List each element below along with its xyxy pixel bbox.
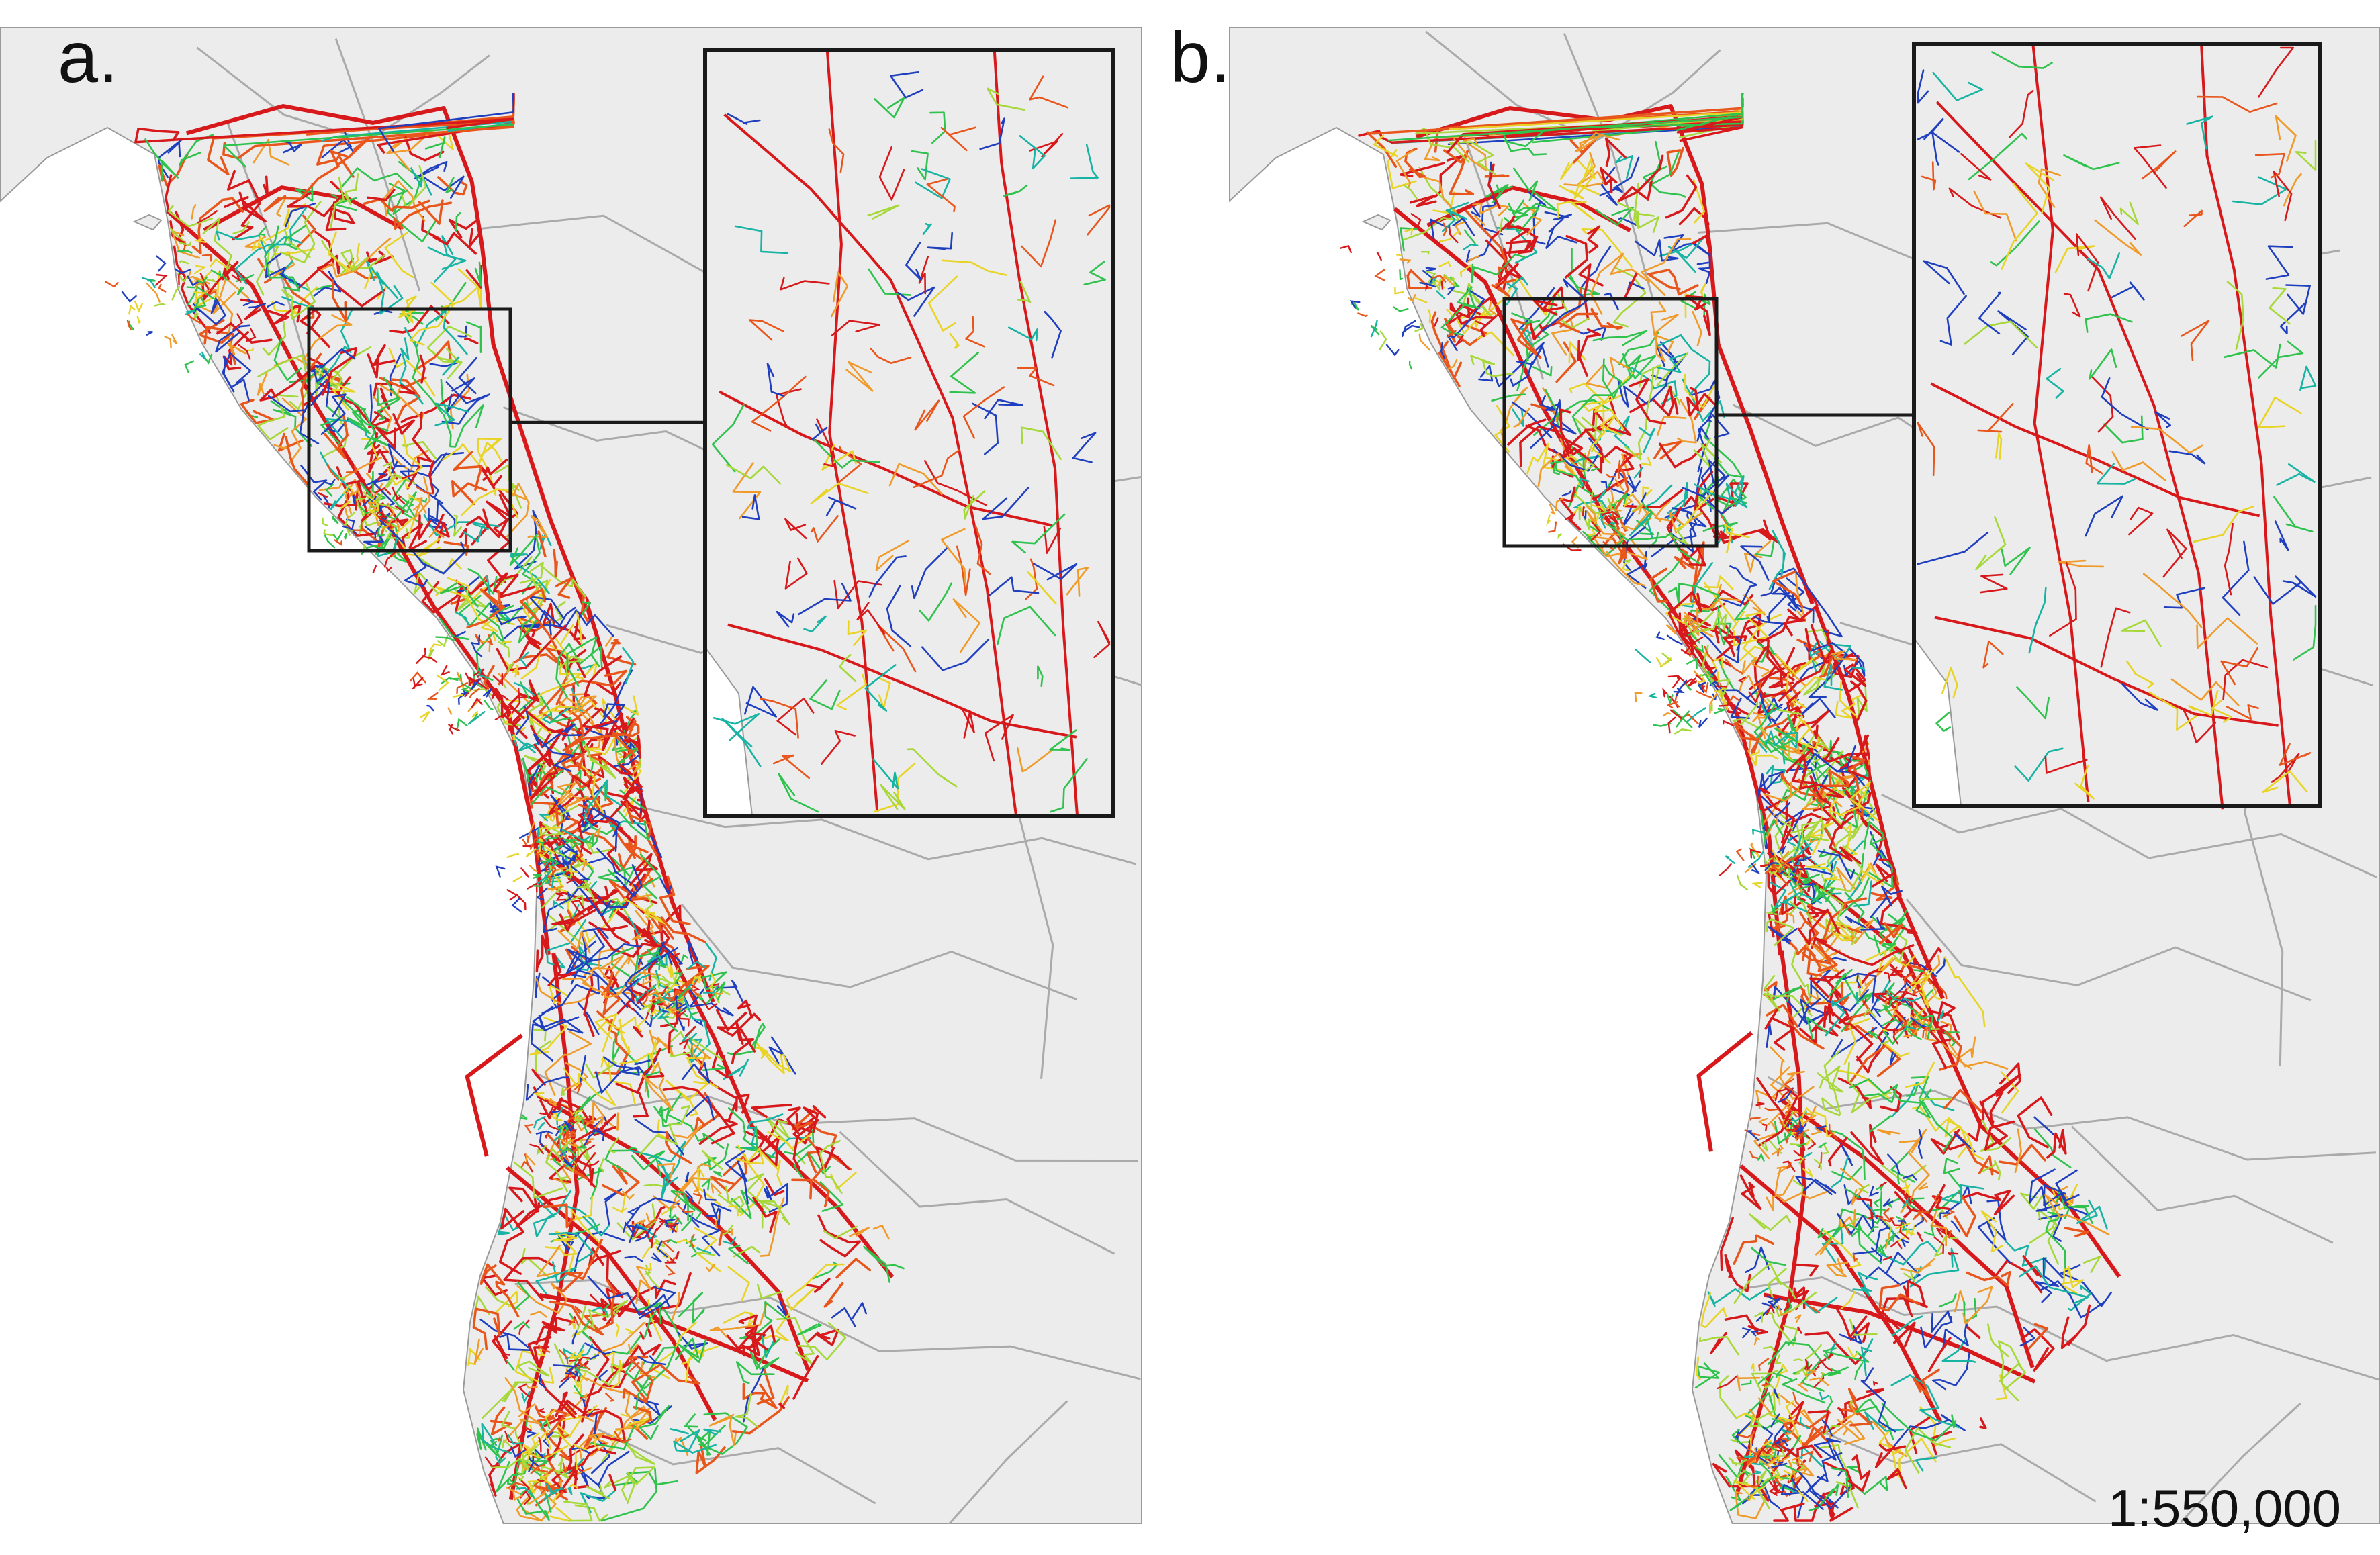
map-panel-a	[0, 27, 1142, 1524]
inset-layer	[307, 48, 1115, 818]
inset-layer	[1502, 42, 2322, 810]
map-canvas-a	[0, 27, 1142, 1524]
map-scale-label: 1:550,000	[2107, 1478, 2341, 1538]
map-panel-b	[1229, 27, 2380, 1524]
road-network-layer	[105, 93, 905, 1522]
panel-label-b: b.	[1170, 16, 1231, 97]
map-canvas-b	[1229, 27, 2380, 1524]
panel-label-a: a.	[58, 16, 119, 97]
road-network-layer	[1340, 93, 2121, 1522]
